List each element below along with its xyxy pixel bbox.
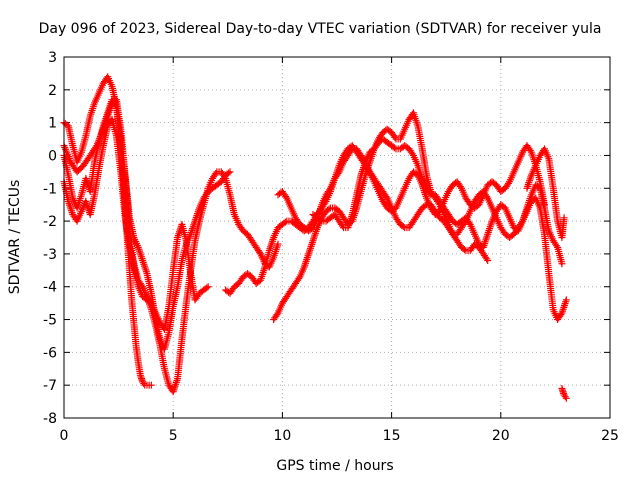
data-point-plus xyxy=(526,147,534,155)
data-point-plus xyxy=(140,380,148,388)
chart-title: Day 096 of 2023, Sidereal Day-to-day VTE… xyxy=(39,21,602,37)
data-point-plus xyxy=(274,240,282,248)
data-point-plus xyxy=(203,284,211,292)
x-axis-label: GPS time / hours xyxy=(276,458,393,474)
data-point-plus xyxy=(561,393,569,401)
series-track-10 xyxy=(558,384,570,402)
y-tick-label: 1 xyxy=(48,116,57,132)
data-point-plus xyxy=(212,170,220,178)
data-point-plus xyxy=(147,381,155,389)
y-tick-label: -7 xyxy=(43,378,57,394)
data-point-plus xyxy=(552,242,560,250)
x-tick-label: 5 xyxy=(169,428,178,444)
data-point-plus xyxy=(255,248,263,256)
data-point-plus xyxy=(382,192,390,200)
y-tick-label: -1 xyxy=(43,181,57,197)
y-tick-label: -4 xyxy=(43,280,57,296)
data-point-plus xyxy=(421,202,429,210)
data-point-plus xyxy=(391,144,399,152)
data-point-plus xyxy=(408,150,416,158)
data-point-plus xyxy=(560,214,568,222)
data-point-plus xyxy=(282,192,290,200)
data-point-plus xyxy=(325,205,333,213)
data-point-plus xyxy=(226,168,234,176)
data-point-plus xyxy=(399,223,407,231)
data-point-plus xyxy=(204,283,212,291)
y-tick-label: -5 xyxy=(43,313,57,329)
y-tick-label: 0 xyxy=(48,148,57,164)
series-track-8 xyxy=(309,135,566,268)
data-point-plus xyxy=(562,296,570,304)
data-point-plus xyxy=(138,281,146,289)
data-point-plus xyxy=(273,311,281,319)
y-tick-label: -2 xyxy=(43,214,57,230)
data-point-plus xyxy=(504,179,512,187)
data-point-plus xyxy=(465,219,473,227)
series-track-7 xyxy=(274,145,570,324)
y-axis-label: SDTVAR / TECUs xyxy=(7,180,23,295)
data-point-plus xyxy=(426,189,434,197)
x-tick-label: 20 xyxy=(492,428,510,444)
x-tick-label: 0 xyxy=(60,428,69,444)
data-point-plus xyxy=(483,192,491,200)
series-track-4 xyxy=(60,96,234,353)
data-point-plus xyxy=(325,186,333,194)
data-point-plus xyxy=(557,311,565,319)
x-tick-label: 15 xyxy=(383,428,401,444)
y-tick-label: 3 xyxy=(48,50,57,66)
data-point-plus xyxy=(225,169,233,177)
data-point-plus xyxy=(558,260,566,268)
data-point-plus xyxy=(338,222,346,230)
x-tick-label: 10 xyxy=(273,428,291,444)
series-track-9 xyxy=(523,145,568,241)
data-point-plus xyxy=(391,133,399,141)
y-tick-label: 2 xyxy=(48,83,57,99)
data-point-plus xyxy=(483,255,491,263)
y-tick-label: -8 xyxy=(43,411,57,427)
data-point-plus xyxy=(460,246,468,254)
plot-frame xyxy=(63,56,611,419)
y-tick-label: -6 xyxy=(43,345,57,361)
y-tick-label: -3 xyxy=(43,247,57,263)
data-point-plus xyxy=(484,256,492,264)
data-point-plus xyxy=(456,183,464,191)
data-point-plus xyxy=(281,218,289,226)
data-point-plus xyxy=(562,394,570,402)
data-point-plus xyxy=(316,216,324,224)
data-point-plus xyxy=(448,229,456,237)
data-point-plus xyxy=(295,275,303,283)
data-point-plus xyxy=(347,147,355,155)
data-point-plus xyxy=(334,170,342,178)
x-tick-label: 25 xyxy=(601,428,619,444)
